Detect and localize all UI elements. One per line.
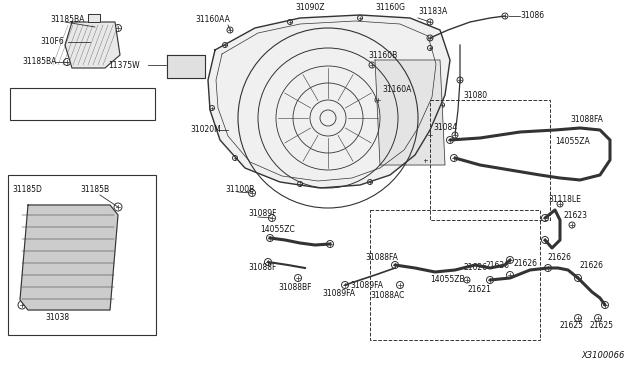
Text: 31088AC: 31088AC	[370, 291, 404, 299]
Text: 21626: 21626	[513, 259, 537, 267]
Text: 31183A: 31183A	[418, 7, 447, 16]
Text: 31089FA: 31089FA	[322, 289, 355, 298]
Polygon shape	[20, 205, 118, 310]
Text: 21626: 21626	[580, 260, 604, 269]
Polygon shape	[167, 55, 205, 78]
Text: X3100066: X3100066	[582, 351, 625, 360]
Text: 310F6 MUST TO BE PROGRAMED
31039 ROM DATA-AUTO TRANS: 310F6 MUST TO BE PROGRAMED 31039 ROM DAT…	[14, 96, 125, 112]
Text: 31020M: 31020M	[190, 125, 221, 135]
Text: 31160A: 31160A	[382, 86, 412, 94]
Text: 21625: 21625	[560, 321, 584, 330]
Bar	[370, 210, 540, 340]
Text: 14055ZC: 14055ZC	[260, 225, 295, 234]
Text: 31185D: 31185D	[12, 186, 42, 195]
Text: 31088FA: 31088FA	[365, 253, 398, 263]
Text: 11375W: 11375W	[108, 61, 140, 70]
Text: 31118LE: 31118LE	[548, 196, 581, 205]
Text: 31080: 31080	[463, 90, 487, 99]
Text: 14055ZA: 14055ZA	[555, 138, 589, 147]
Text: 31089FA: 31089FA	[350, 280, 383, 289]
Polygon shape	[375, 60, 445, 165]
Text: 31185BA: 31185BA	[22, 58, 56, 67]
Text: 31100B: 31100B	[225, 186, 254, 195]
Polygon shape	[65, 22, 120, 68]
Text: 310F6: 310F6	[40, 38, 64, 46]
Text: 31090Z: 31090Z	[295, 3, 324, 13]
Text: 31088BF: 31088BF	[278, 283, 312, 292]
Text: 31089F: 31089F	[248, 209, 276, 218]
Polygon shape	[88, 14, 100, 22]
Text: 14055ZB: 14055ZB	[430, 276, 465, 285]
Text: 31088F: 31088F	[248, 263, 276, 273]
Text: 31086: 31086	[520, 12, 544, 20]
Text: 31160AA: 31160AA	[195, 16, 230, 25]
Text: 31160G: 31160G	[375, 3, 405, 13]
Text: 31088FA: 31088FA	[570, 115, 603, 125]
Text: 31160B: 31160B	[368, 51, 397, 60]
Polygon shape	[208, 15, 450, 188]
Text: 21626: 21626	[463, 263, 487, 273]
Text: 21621: 21621	[468, 285, 492, 295]
Text: 21623: 21623	[563, 211, 587, 219]
Bar	[430, 100, 550, 220]
Text: 21626: 21626	[548, 253, 572, 262]
Text: 31084: 31084	[433, 124, 457, 132]
Bar	[8, 175, 156, 335]
Text: 21626: 21626	[485, 260, 509, 269]
Text: 31185B: 31185B	[80, 186, 109, 195]
Text: 21625: 21625	[590, 321, 614, 330]
Text: 31185BA: 31185BA	[50, 16, 84, 25]
Text: 31038: 31038	[45, 314, 69, 323]
Bar	[10, 88, 155, 120]
